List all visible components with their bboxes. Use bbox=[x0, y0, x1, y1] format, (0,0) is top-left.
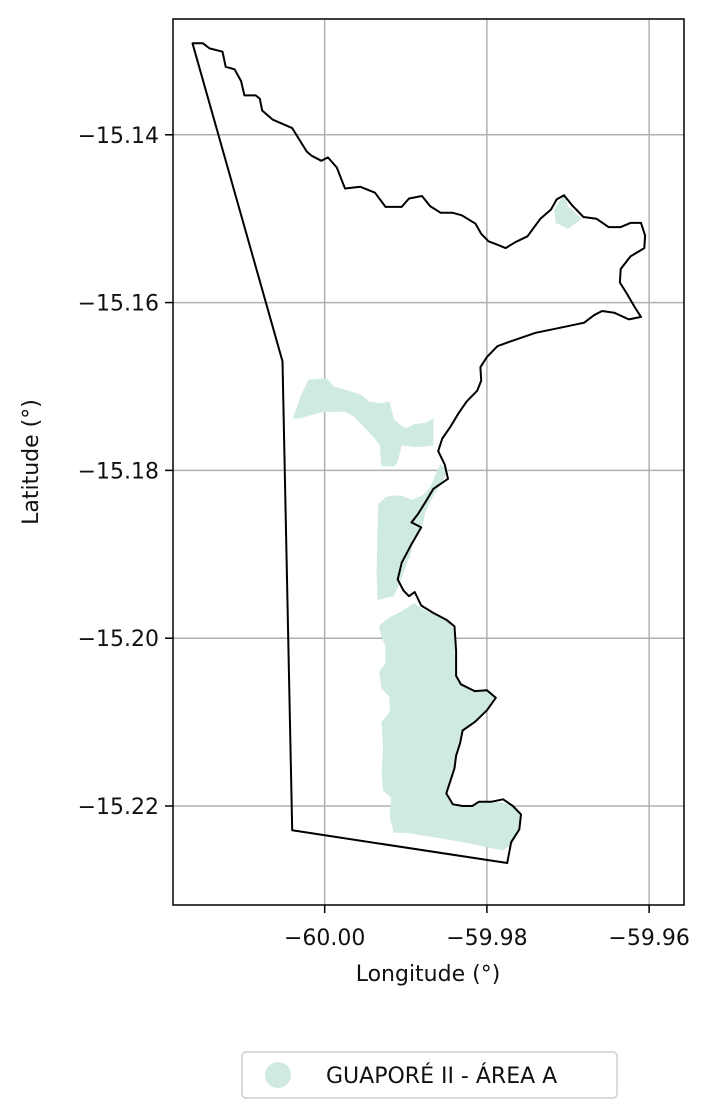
y-tick-label-2: −15.18 bbox=[78, 459, 159, 484]
x-tick-label-0: −60.00 bbox=[284, 926, 365, 951]
legend-box bbox=[241, 1051, 618, 1099]
legend-entry-label: GUAPORÉ II - ÁREA A bbox=[326, 1063, 557, 1089]
grid bbox=[173, 19, 684, 905]
y-axis-ticks: −15.14 −15.16 −15.18 −15.20 −15.22 bbox=[78, 124, 173, 820]
area-a-polygon-0 bbox=[293, 378, 434, 467]
area-a-polygon-2 bbox=[379, 603, 521, 851]
y-tick-label-1: −15.16 bbox=[78, 292, 159, 317]
boundary-layer bbox=[191, 42, 647, 864]
plot-frame bbox=[172, 18, 685, 906]
x-tick-label-1: −59.98 bbox=[446, 926, 527, 951]
x-axis-ticks: −60.00 −59.98 −59.96 bbox=[284, 905, 690, 951]
x-tick-label-2: −59.96 bbox=[608, 926, 689, 951]
area-a-polygon-3 bbox=[554, 193, 582, 229]
y-tick-label-4: −15.22 bbox=[78, 795, 159, 820]
y-axis-label: Latitude (°) bbox=[19, 399, 44, 525]
x-axis-label: Longitude (°) bbox=[356, 962, 501, 987]
area-a-polygon-1 bbox=[376, 464, 448, 601]
legend: GUAPORÉ II - ÁREA A bbox=[241, 1051, 618, 1099]
area-layer bbox=[293, 193, 582, 851]
region-boundary bbox=[191, 42, 647, 864]
y-tick-label-0: −15.14 bbox=[78, 124, 159, 149]
legend-marker bbox=[265, 1062, 291, 1088]
y-tick-label-3: −15.20 bbox=[78, 627, 159, 652]
